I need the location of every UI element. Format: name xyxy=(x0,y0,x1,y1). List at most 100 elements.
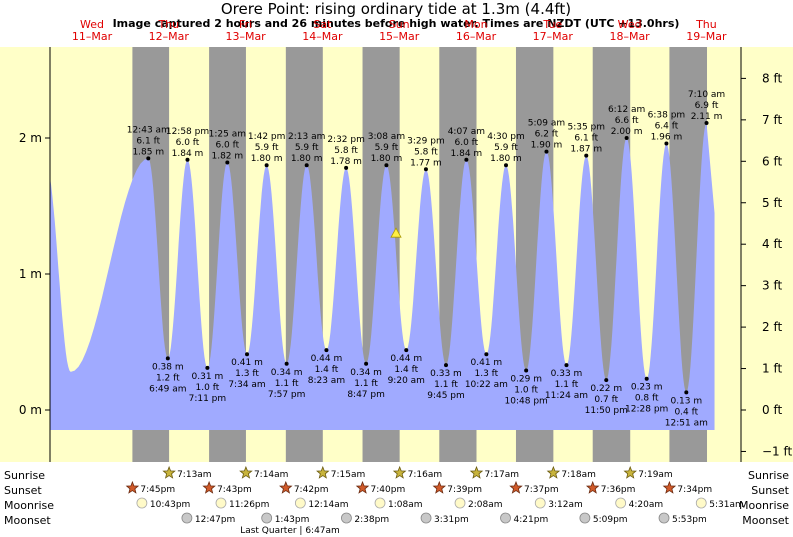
tide-ft-label: 5.8 ft xyxy=(334,146,358,156)
moonrise-time: 3:12am xyxy=(548,500,583,510)
tide-ft-label: 1.1 ft xyxy=(275,379,299,389)
tide-m-label: 1.96 m xyxy=(651,132,683,142)
tide-time-label: 6:38 pm xyxy=(648,110,686,120)
sunset-time: 7:37pm xyxy=(524,485,559,495)
left-tick-label: 1 m xyxy=(19,267,42,281)
sunrise-icon xyxy=(316,465,330,479)
moonset-time: 12:47pm xyxy=(195,515,235,525)
tide-time-label: 12:51 am xyxy=(665,418,708,428)
tide-ft-label: 5.8 ft xyxy=(414,147,438,157)
tide-point-low xyxy=(684,390,689,395)
day-date: 13–Mar xyxy=(225,30,266,43)
tide-point-high xyxy=(544,149,549,154)
tide-time-label: 5:09 am xyxy=(528,119,565,129)
left-axis-band xyxy=(0,47,50,462)
sunset-icon xyxy=(432,480,447,494)
tide-ft-label: 6.1 ft xyxy=(136,136,160,146)
chart-title: Orere Point: rising ordinary tide at 1.3… xyxy=(221,0,571,18)
tide-time-label: 12:28 pm xyxy=(625,405,668,415)
moonrise-time: 10:43pm xyxy=(150,500,190,510)
tide-ft-label: 6.1 ft xyxy=(574,134,598,144)
moonset-time: 5:09pm xyxy=(593,515,628,525)
current-tide-triangle xyxy=(390,227,402,238)
moonrise-time: 1:08am xyxy=(388,500,423,510)
moonrise-time: 12:14am xyxy=(308,500,348,510)
sunrise-time: 7:16am xyxy=(408,470,443,480)
current-tide-marker xyxy=(390,227,402,238)
tide-time-label: 9:45 pm xyxy=(427,391,465,401)
day-weekday: Mon xyxy=(464,18,487,31)
moonrise-icon xyxy=(294,497,306,509)
day-weekday: Tue xyxy=(542,18,562,31)
chart-subtitle: Image captured 2 hours and 26 minutes be… xyxy=(113,17,680,30)
right-tick-label: 2 ft xyxy=(762,320,782,334)
moonrise-time: 11:26pm xyxy=(229,500,269,510)
tide-time-label: 3:08 am xyxy=(368,132,405,142)
right-tick-label: 1 ft xyxy=(762,362,782,376)
tide-m-label: 0.41 m xyxy=(471,358,503,368)
tide-time-label: 8:47 pm xyxy=(347,390,385,400)
tide-m-label: 0.44 m xyxy=(390,354,422,364)
tide-point-high xyxy=(504,163,508,168)
tide-time-label: 1:42 pm xyxy=(248,132,286,142)
tide-point-high xyxy=(264,163,269,168)
tide-point-high xyxy=(704,121,709,126)
tide-time-label: 4:07 am xyxy=(448,127,485,137)
tide-m-label: 1.80 m xyxy=(490,154,522,164)
sunrise-time: 7:15am xyxy=(331,470,366,480)
tide-ft-label: 5.9 ft xyxy=(295,143,319,153)
day-weekday: Thu xyxy=(157,18,179,31)
day-weekday: Sun xyxy=(389,18,410,31)
tide-m-label: 1.77 m xyxy=(410,158,442,168)
astro-row-label-right: Sunset xyxy=(751,484,789,497)
day-weekday: Wed xyxy=(618,18,642,31)
tide-ft-label: 5.9 ft xyxy=(494,143,518,153)
moonrise-icon xyxy=(615,497,627,509)
tide-point-low xyxy=(564,363,569,368)
astro-table: Sunrise Sunrise Sunset Sunset Moonrise Moonri… xyxy=(4,465,790,536)
moonset-time: 1:43pm xyxy=(275,515,310,525)
sunrise-icon xyxy=(239,465,253,479)
tide-m-label: 1.82 m xyxy=(211,151,243,161)
moonset-time: 5:53pm xyxy=(672,515,707,525)
moonset-icon xyxy=(341,512,352,524)
day-date: 12–Mar xyxy=(149,30,190,43)
tide-time-label: 6:49 am xyxy=(149,384,186,394)
day-date: 11–Mar xyxy=(72,30,113,43)
moonrise-icon xyxy=(374,497,386,509)
right-tick-label: 7 ft xyxy=(762,113,782,127)
sunrise-icon xyxy=(546,465,561,479)
tide-ft-label: 1.4 ft xyxy=(394,365,418,375)
tide-m-label: 0.44 m xyxy=(311,354,343,364)
tide-m-label: 0.23 m xyxy=(631,383,663,393)
tide-ft-label: 0.7 ft xyxy=(594,395,618,405)
sunrise-time: 7:17am xyxy=(485,470,520,480)
tide-ft-label: 6.0 ft xyxy=(215,140,239,150)
moonrise-icon xyxy=(136,497,148,509)
tide-m-label: 0.22 m xyxy=(590,384,622,394)
tide-ft-label: 6.0 ft xyxy=(455,138,479,148)
astro-row-label-left: Moonrise xyxy=(4,499,54,512)
tide-point-low xyxy=(364,361,369,366)
tide-time-label: 12:43 am xyxy=(127,125,170,135)
sunset-time: 7:45pm xyxy=(140,485,175,495)
tide-curve-area xyxy=(46,123,715,430)
sunset-time: 7:40pm xyxy=(371,485,406,495)
tide-time-label: 7:34 am xyxy=(228,380,265,390)
tide-point-low xyxy=(644,376,649,381)
moon-phase-label: Last Quarter | 6:47am xyxy=(240,526,340,536)
tide-time-label: 2:13 am xyxy=(288,132,325,142)
sunrise-time: 7:19am xyxy=(638,470,673,480)
astro-row-label-right: Moonset xyxy=(742,514,789,527)
day-date: 14–Mar xyxy=(302,30,343,43)
tide-point-high xyxy=(384,163,389,168)
tide-ft-label: 0.4 ft xyxy=(674,407,698,417)
moonset-icon xyxy=(658,512,670,524)
tide-point-low xyxy=(324,348,329,353)
tide-m-label: 0.29 m xyxy=(510,375,542,385)
tide-m-label: 1.80 m xyxy=(291,154,323,164)
moonset-icon xyxy=(261,512,273,524)
day-weekday: Fri xyxy=(239,18,252,31)
sunset-icon xyxy=(509,480,523,494)
